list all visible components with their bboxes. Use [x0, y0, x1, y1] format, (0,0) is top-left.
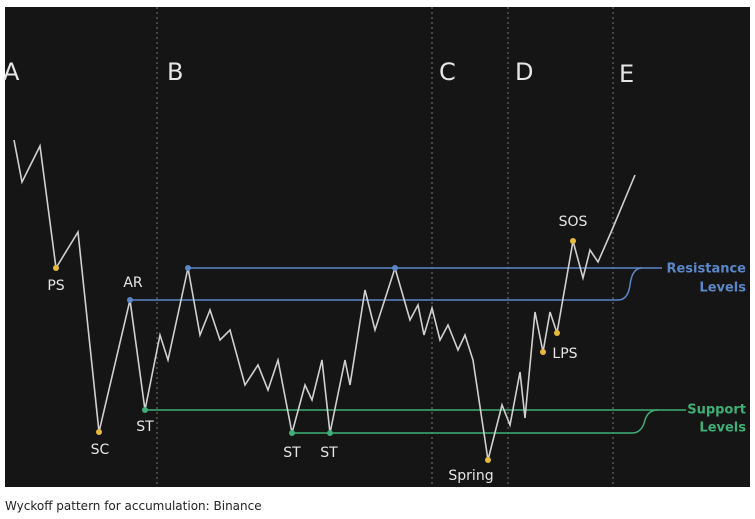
- phase-dividers: [156, 7, 614, 487]
- phase-label: C: [439, 58, 456, 86]
- resistance-label: Resistance: [666, 262, 746, 277]
- support-label: Levels: [699, 421, 746, 436]
- point-label: Spring: [448, 468, 493, 484]
- diagram: A B C D E PS SC AR ST ST ST Spring LPS S…: [3, 7, 750, 487]
- price-line: [13, 139, 636, 461]
- point-label: LPS: [552, 346, 577, 362]
- caption: Wyckoff pattern for accumulation: Binanc…: [5, 499, 262, 513]
- phase-label: B: [167, 58, 183, 86]
- point-label: ST: [136, 419, 154, 435]
- resistance-label: Levels: [699, 281, 746, 296]
- point-label: ST: [283, 445, 301, 461]
- point-label: SC: [91, 442, 110, 458]
- point-label: PS: [47, 278, 64, 294]
- phase-label: A: [3, 58, 20, 86]
- phase-label: D: [515, 58, 533, 86]
- levels: [130, 267, 686, 434]
- background: [5, 7, 750, 487]
- phase-label: E: [619, 60, 634, 88]
- point-label: ST: [320, 445, 338, 461]
- support-label: Support: [687, 403, 746, 418]
- points: [53, 238, 576, 463]
- point-label: SOS: [559, 214, 588, 230]
- point-label: AR: [123, 275, 143, 291]
